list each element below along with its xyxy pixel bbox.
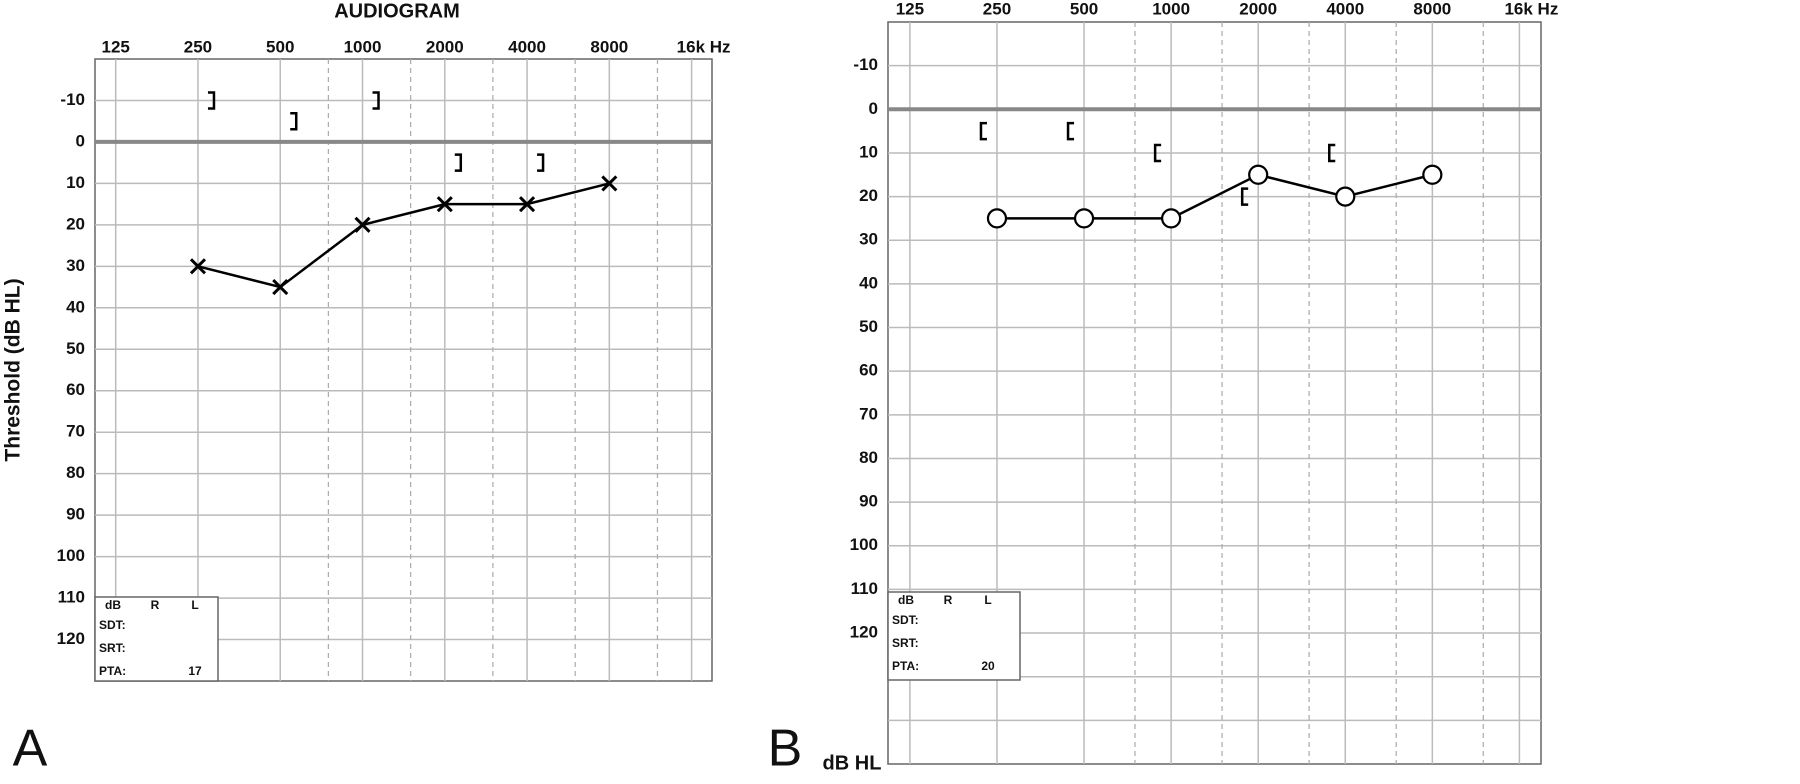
y-tick-label: 10: [66, 173, 85, 192]
x-marker: [272, 279, 289, 296]
x-tick-label: 16k Hz: [677, 37, 731, 56]
o-marker: [1161, 208, 1182, 229]
y-tick-label: 20: [859, 186, 878, 205]
audiogram-panel: -10 0 10 20 30 40 50 60 70 80 90 100 110 120 125 250 500…: [2, 0, 731, 777]
summary-box: [887, 591, 1021, 681]
y-tick-label: 0: [76, 131, 85, 150]
summary-row-label: SRT:: [99, 641, 126, 655]
y-tick-label: 110: [851, 579, 878, 598]
bracket-marker: [537, 153, 545, 172]
summary-row-label: SDT:: [892, 613, 919, 627]
summary-header: L: [191, 598, 198, 612]
y-tick-label: 90: [66, 505, 85, 524]
y-tick-label: 100: [850, 535, 878, 554]
bracket-marker: [454, 153, 463, 172]
bracket-marker: [1153, 143, 1162, 163]
plot-area: [94, 58, 713, 682]
summary-header: R: [151, 598, 160, 612]
bracket-marker: [207, 91, 216, 110]
bracket-marker: [1066, 121, 1075, 141]
y-tick-label: 30: [859, 230, 878, 249]
bracket-marker: [290, 111, 298, 131]
y-tick-label: -10: [853, 55, 878, 74]
x-tick-label: 125: [102, 37, 130, 56]
y-tick-label: 120: [57, 629, 85, 648]
panel-label: B: [768, 720, 803, 778]
bracket-marker: [1328, 143, 1336, 163]
y-tick-label: 70: [859, 404, 878, 423]
summary-header: dB: [105, 598, 121, 612]
summary-row-label: PTA:: [99, 664, 126, 678]
x-tick-label: 250: [184, 37, 212, 56]
x-marker: [354, 216, 371, 233]
x-tick-label: 500: [1070, 0, 1098, 18]
bracket-marker: [1240, 187, 1249, 206]
audiogram-panel: -10 0 10 20 30 40 50 60 70 80 90 100 110 120 125 250 500…: [768, 0, 1559, 778]
x-tick-label: 250: [983, 0, 1011, 18]
x-tick-label: 125: [896, 0, 924, 18]
y-tick-label: 10: [859, 142, 878, 161]
y-tick-label: 80: [66, 463, 85, 482]
y-tick-label: 110: [58, 588, 85, 607]
panel-label: A: [13, 720, 48, 778]
y-axis-label: dB HL: [823, 752, 882, 774]
chart-title: AUDIOGRAM: [334, 0, 460, 22]
y-tick-label: 60: [66, 380, 85, 399]
summary-header: L: [984, 593, 991, 607]
o-marker: [1422, 164, 1443, 185]
x-tick-label: 1000: [344, 37, 382, 56]
y-tick-label: 30: [66, 256, 85, 275]
y-tick-label: -10: [60, 90, 85, 109]
summary-header: R: [944, 593, 953, 607]
y-tick-label: 20: [66, 214, 85, 233]
o-marker: [986, 208, 1008, 229]
summary-row-label: SDT:: [99, 618, 126, 632]
x-tick-label: 1000: [1152, 0, 1190, 18]
y-tick-label: 100: [57, 546, 85, 565]
x-tick-label: 16k Hz: [1504, 0, 1558, 18]
bracket-marker: [372, 91, 380, 110]
summary-value: 17: [188, 664, 202, 678]
y-tick-label: 90: [859, 492, 878, 511]
y-tick-label: 40: [66, 297, 85, 316]
threshold-line: [996, 173, 1433, 220]
x-marker: [601, 175, 618, 192]
y-tick-label: 50: [66, 339, 85, 358]
x-tick-label: 500: [266, 37, 294, 56]
o-marker: [1335, 186, 1356, 207]
x-tick-label: 8000: [590, 37, 628, 56]
x-tick-label: 8000: [1413, 0, 1451, 18]
summary-row-label: SRT:: [892, 636, 919, 650]
summary-row-label: PTA:: [892, 659, 919, 673]
summary-box: [94, 596, 219, 682]
y-tick-label: 80: [859, 448, 878, 467]
x-tick-label: 2000: [426, 37, 464, 56]
y-tick-label: 0: [869, 99, 878, 118]
x-tick-label: 4000: [508, 37, 546, 56]
y-tick-label: 50: [859, 317, 878, 336]
y-tick-label: 60: [859, 361, 878, 380]
x-marker: [518, 196, 536, 213]
x-marker: [189, 258, 207, 275]
bracket-marker: [979, 121, 987, 141]
threshold-line: [197, 182, 610, 289]
y-tick-label: 40: [859, 273, 878, 292]
o-marker: [1073, 208, 1095, 229]
o-marker: [1248, 164, 1269, 185]
summary-value: 20: [981, 659, 995, 673]
y-tick-label: 120: [850, 623, 878, 642]
x-tick-label: 4000: [1326, 0, 1364, 18]
summary-header: dB: [898, 593, 914, 607]
y-axis-label: Threshold (dB HL): [2, 278, 25, 461]
y-tick-label: 70: [66, 422, 85, 441]
x-marker: [436, 196, 453, 213]
x-tick-label: 2000: [1239, 0, 1277, 18]
